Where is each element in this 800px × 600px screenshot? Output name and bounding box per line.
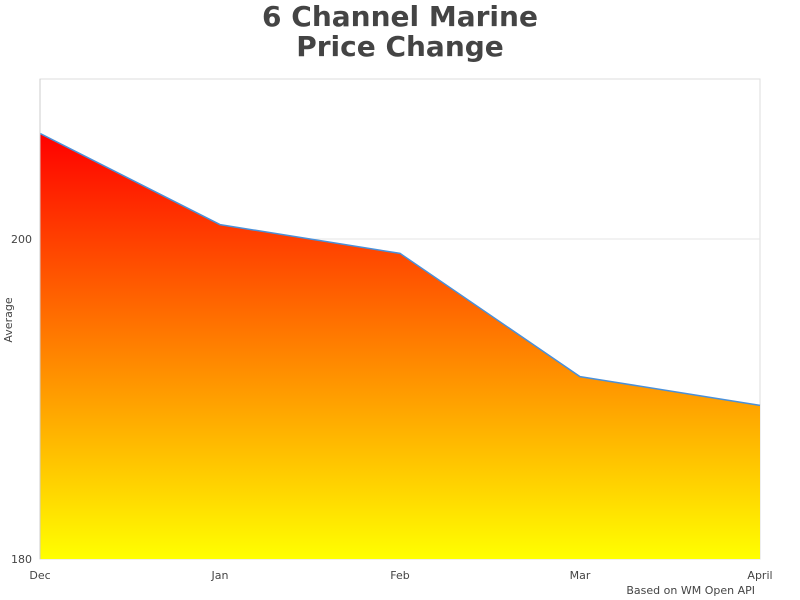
- credit-text: Based on WM Open API: [626, 584, 755, 597]
- area-fill: [40, 133, 760, 559]
- x-tick-label: Jan: [211, 569, 229, 582]
- x-tick-label: Mar: [570, 569, 591, 582]
- chart-title: 6 Channel Marine Price Change: [0, 2, 800, 62]
- series-line: [39, 132, 761, 407]
- y-tick-label: 180: [11, 553, 32, 566]
- y-tick-label: 200: [11, 233, 32, 246]
- x-tick-label: Feb: [390, 569, 409, 582]
- title-line-1: 6 Channel Marine: [262, 0, 538, 33]
- y-axis-label: Average: [2, 297, 15, 342]
- title-line-2: Price Change: [296, 30, 504, 63]
- x-tick-label: April: [747, 569, 772, 582]
- x-tick-label: Dec: [29, 569, 50, 582]
